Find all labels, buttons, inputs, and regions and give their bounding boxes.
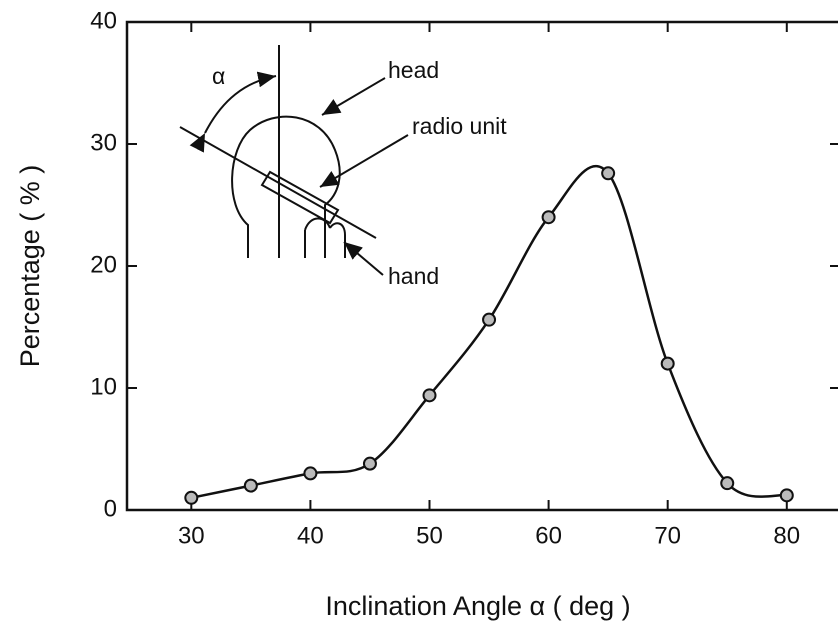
inset-diagram [179, 45, 409, 276]
x-axis-label: Inclination Angle α ( deg ) [325, 591, 630, 621]
curve [191, 164, 788, 500]
x-tick-label: 60 [535, 522, 562, 549]
y-tick-label: 30 [90, 129, 117, 156]
x-tick-label: 70 [654, 522, 681, 549]
data-point [243, 478, 258, 493]
x-tick-label: 80 [773, 522, 800, 549]
data-point [422, 388, 437, 403]
data-point [779, 488, 794, 503]
data-point [601, 166, 616, 181]
y-tick-label: 10 [90, 373, 117, 400]
annotation: radio unit [412, 113, 507, 139]
y-axis-label: Percentage ( % ) [15, 165, 45, 368]
x-tick-label: 30 [178, 522, 205, 549]
data-point [303, 466, 318, 481]
x-tick-label: 50 [416, 522, 443, 549]
x-tick-label: 40 [297, 522, 324, 549]
annotation: hand [388, 263, 439, 289]
y-tick-label: 20 [90, 251, 117, 278]
annotation: head [388, 57, 439, 83]
data-point [184, 490, 199, 505]
y-tick-label: 40 [90, 7, 117, 34]
annotation: α [212, 63, 225, 89]
data-point [482, 312, 497, 327]
data-point [541, 210, 556, 225]
y-tick-label: 0 [104, 495, 117, 522]
data-point [720, 476, 735, 491]
data-point [362, 456, 377, 471]
data-point [660, 356, 675, 371]
